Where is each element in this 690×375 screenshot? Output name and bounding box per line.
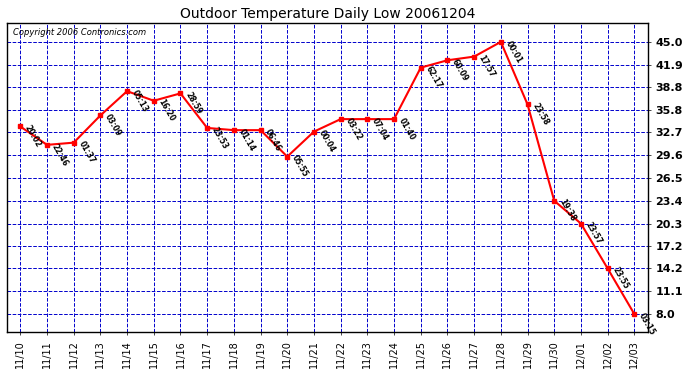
Text: 03:22: 03:22 bbox=[344, 116, 364, 142]
Text: 28:59: 28:59 bbox=[184, 91, 203, 116]
Text: 19:38: 19:38 bbox=[557, 198, 577, 223]
Text: 60:09: 60:09 bbox=[450, 57, 470, 83]
Text: 23:53: 23:53 bbox=[210, 125, 230, 150]
Text: 07:04: 07:04 bbox=[370, 116, 390, 142]
Text: 00:04: 00:04 bbox=[317, 129, 337, 154]
Text: Copyright 2006 Contronics.com: Copyright 2006 Contronics.com bbox=[13, 28, 146, 37]
Text: 62:17: 62:17 bbox=[424, 65, 444, 90]
Text: 16:20: 16:20 bbox=[157, 98, 177, 123]
Text: 23:58: 23:58 bbox=[531, 102, 550, 127]
Text: 05:13: 05:13 bbox=[130, 88, 150, 114]
Text: 23:57: 23:57 bbox=[584, 221, 604, 246]
Text: 05:55: 05:55 bbox=[290, 154, 310, 179]
Text: 03:09: 03:09 bbox=[104, 112, 123, 138]
Text: 01:14: 01:14 bbox=[237, 128, 257, 153]
Text: 01:40: 01:40 bbox=[397, 116, 417, 142]
Text: 17:57: 17:57 bbox=[477, 54, 497, 80]
Text: 01:37: 01:37 bbox=[77, 140, 97, 165]
Text: 20:02: 20:02 bbox=[23, 124, 43, 149]
Text: 03:15: 03:15 bbox=[637, 311, 657, 336]
Text: 22:46: 22:46 bbox=[50, 142, 70, 168]
Text: 06:46: 06:46 bbox=[264, 128, 283, 153]
Title: Outdoor Temperature Daily Low 20061204: Outdoor Temperature Daily Low 20061204 bbox=[179, 7, 475, 21]
Text: 23:55: 23:55 bbox=[611, 266, 630, 291]
Text: 00:01: 00:01 bbox=[504, 39, 524, 64]
